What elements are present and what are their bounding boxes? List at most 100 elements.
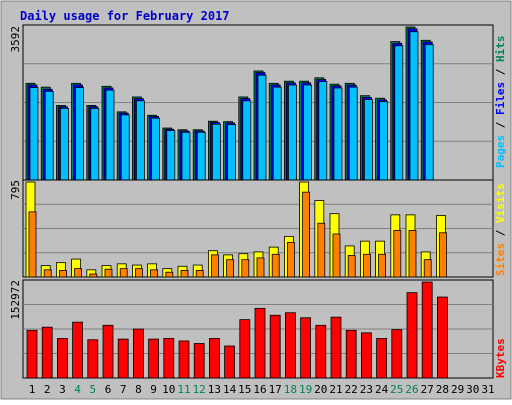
panel3-bar-kbytes-day-3 xyxy=(57,338,68,379)
x-tick-label-11: 11 xyxy=(177,383,190,396)
x-tick-label-4: 4 xyxy=(74,383,81,396)
panel1-bar-pages-day-19 xyxy=(303,84,313,181)
panel1-bar-pages-day-8 xyxy=(135,100,145,181)
panel3-bar-kbytes-day-23 xyxy=(360,332,372,379)
panel3-bar-kbytes-day-13 xyxy=(208,338,220,379)
panel3-bar-kbytes-day-25 xyxy=(391,329,403,379)
panel3-bar-kbytes-day-10 xyxy=(163,338,175,379)
x-axis-labels: 1 2 3 4 5 6 7 8 9 10 11 12 13 14 15 16 17 18 19 20 21 22 23 24 2… xyxy=(29,383,495,396)
panel3-bar-kbytes-day-9 xyxy=(148,338,160,379)
panel2-bar-sites-day-13 xyxy=(210,254,219,278)
panel3-bar-kbytes-day-7 xyxy=(117,338,129,379)
x-tick-label-21: 21 xyxy=(329,383,342,396)
panel1-bar-pages-day-1 xyxy=(29,87,39,181)
panel3-bar-kbytes-day-17 xyxy=(269,314,281,379)
x-tick-label-20: 20 xyxy=(314,383,327,396)
panel1-bar-pages-day-17 xyxy=(272,86,282,181)
panel1-bar-pages-day-21 xyxy=(333,87,343,181)
panel2-bar-sites-day-16 xyxy=(256,257,265,278)
panel1-bar-pages-day-5 xyxy=(90,108,100,181)
panel2-bar-sites-day-21 xyxy=(332,233,341,278)
x-tick-label-13: 13 xyxy=(208,383,221,396)
x-tick-label-8: 8 xyxy=(135,383,142,396)
panel2-bar-sites-day-27 xyxy=(423,259,432,278)
panel2-bar-sites-day-8 xyxy=(134,268,143,278)
x-tick-label-26: 26 xyxy=(405,383,418,396)
x-tick-label-1: 1 xyxy=(29,383,36,396)
legend-files: Files xyxy=(494,82,507,115)
panel1-bar-pages-day-11 xyxy=(181,131,191,181)
panel1-bar-pages-day-23 xyxy=(363,99,373,181)
panel1-bar-pages-day-14 xyxy=(227,124,237,181)
panel1-bar-pages-day-9 xyxy=(151,117,161,181)
x-tick-label-15: 15 xyxy=(238,383,251,396)
panel1-bar-pages-day-16 xyxy=(257,74,267,181)
x-tick-label-2: 2 xyxy=(44,383,51,396)
panel2-bar-sites-day-22 xyxy=(347,255,356,278)
x-tick-label-22: 22 xyxy=(345,383,358,396)
panel3-bar-kbytes-day-11 xyxy=(178,340,190,379)
x-tick-label-25: 25 xyxy=(390,383,403,396)
x-tick-label-12: 12 xyxy=(193,383,206,396)
ymax-label-kbytes: 152972 xyxy=(9,280,22,320)
x-tick-label-27: 27 xyxy=(421,383,434,396)
panel2-bar-sites-day-19 xyxy=(302,191,311,278)
panel3-bar-kbytes-day-20 xyxy=(315,324,327,379)
panel-visits-sites xyxy=(22,179,494,278)
legend-visits: Visits xyxy=(494,183,507,223)
panel1-bar-pages-day-22 xyxy=(348,86,358,181)
panel2-bar-sites-day-14 xyxy=(226,259,235,278)
legend-hits: Hits xyxy=(494,36,507,63)
svg-text:Sites / Visits: Sites / Visits xyxy=(494,183,507,276)
x-tick-label-6: 6 xyxy=(105,383,112,396)
x-tick-label-18: 18 xyxy=(284,383,297,396)
panel1-bar-pages-day-15 xyxy=(242,100,252,181)
x-tick-label-16: 16 xyxy=(253,383,266,396)
panel2-bar-sites-day-20 xyxy=(317,222,326,278)
panel2-bar-sites-day-10 xyxy=(165,271,174,278)
panel3-bar-kbytes-day-28 xyxy=(436,296,448,379)
panel2-bar-sites-day-25 xyxy=(393,229,402,278)
panel2-bar-sites-day-15 xyxy=(241,259,250,278)
panel1-bar-pages-day-24 xyxy=(379,101,389,181)
panel2-bar-sites-day-24 xyxy=(378,253,387,278)
x-tick-label-14: 14 xyxy=(223,383,237,396)
ymax-label-hits: 3592 xyxy=(9,26,22,53)
panel3-bar-kbytes-day-1 xyxy=(26,329,38,379)
svg-text:Pages / Files / Hits: Pages / Files / Hits xyxy=(494,36,507,169)
legend-kbytes: KBytes xyxy=(494,338,507,378)
panel1-bar-pages-day-26 xyxy=(409,31,419,181)
panel3-bar-kbytes-day-16 xyxy=(254,307,266,379)
panel3-bar-kbytes-day-12 xyxy=(193,343,205,379)
panel2-bar-sites-day-5 xyxy=(89,273,98,278)
x-tick-label-24: 24 xyxy=(375,383,389,396)
chart-title: Daily usage for February 2017 xyxy=(20,9,230,23)
x-tick-label-7: 7 xyxy=(120,383,127,396)
panel1-bar-pages-day-4 xyxy=(75,87,84,181)
panel3-bar-kbytes-day-4 xyxy=(72,321,83,379)
legend-panel3: KBytes xyxy=(494,338,507,378)
panel2-bar-sites-day-26 xyxy=(408,229,417,278)
panel3-bar-kbytes-day-5 xyxy=(87,339,99,379)
panel3-bar-kbytes-day-15 xyxy=(239,319,251,379)
panel3-bar-kbytes-day-24 xyxy=(376,338,388,379)
ymax-label-visits: 795 xyxy=(9,180,22,200)
panel3-bar-kbytes-day-6 xyxy=(102,324,114,379)
panel2-bar-sites-day-4 xyxy=(74,268,82,278)
legend-sites: Sites xyxy=(494,243,507,276)
panel1-bar-pages-day-13 xyxy=(211,123,221,181)
panel3-bar-kbytes-day-27 xyxy=(421,281,433,379)
panel1-bar-pages-day-7 xyxy=(120,114,130,181)
panel2-bar-sites-day-3 xyxy=(59,270,67,278)
panel2-bar-sites-day-7 xyxy=(119,268,128,278)
panel-kbytes xyxy=(22,279,494,379)
panel2-bar-sites-day-6 xyxy=(104,268,113,278)
panel3-bar-kbytes-day-18 xyxy=(284,312,296,379)
x-tick-label-17: 17 xyxy=(269,383,282,396)
x-tick-label-28: 28 xyxy=(436,383,449,396)
panel3-bar-kbytes-day-21 xyxy=(330,316,342,379)
panel1-bar-pages-day-10 xyxy=(166,130,176,181)
panel1-bar-pages-day-6 xyxy=(105,89,115,181)
panel3-bar-kbytes-day-14 xyxy=(224,345,236,379)
